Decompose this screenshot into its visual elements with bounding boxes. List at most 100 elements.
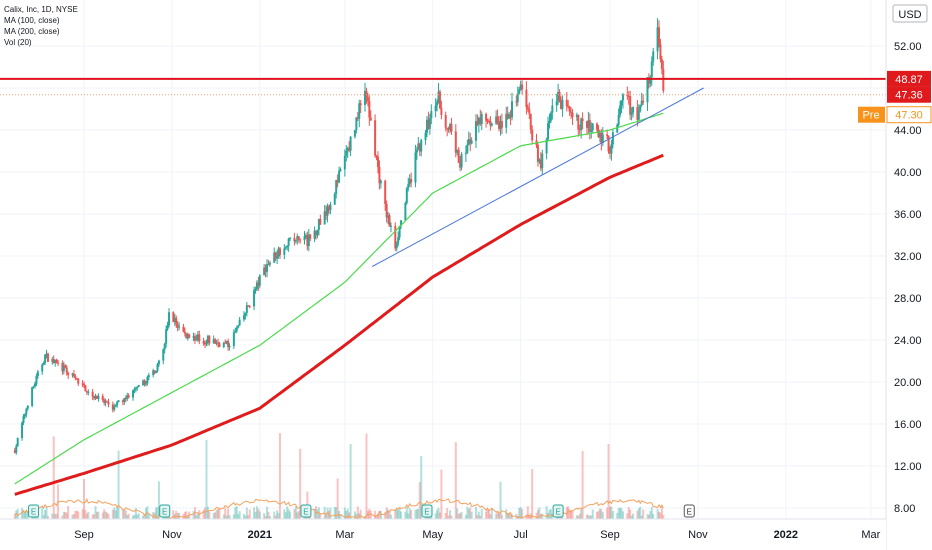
candle-body [329, 204, 332, 210]
candle-body [293, 237, 296, 242]
candle-body [255, 282, 258, 289]
candle-body [404, 202, 407, 221]
volume-bar [521, 508, 524, 519]
volume-bar [359, 509, 362, 519]
volume-bar [470, 511, 473, 519]
ma100-legend[interactable]: MA (100, close) [4, 16, 60, 25]
candle-body [103, 399, 106, 404]
volume-bar [374, 510, 377, 519]
date-tick-label: Mar [861, 529, 880, 541]
symbol-title[interactable]: Calix, Inc, 1D, NYSE [4, 5, 78, 14]
candle-body [297, 236, 300, 240]
candle-body [632, 107, 635, 113]
volume-bar [217, 509, 220, 519]
volume-bar [545, 506, 548, 519]
volume-bar [266, 506, 269, 519]
volume-bar [267, 511, 270, 519]
candle-body [156, 364, 159, 371]
candle-body [196, 334, 199, 340]
volume-bar [204, 507, 207, 519]
volume-bar [660, 506, 663, 519]
candle-body [193, 336, 196, 341]
candle-body [577, 114, 580, 130]
volume-bar [345, 510, 348, 519]
volume-bar [106, 512, 109, 519]
candle-body [486, 120, 489, 122]
volume-bar [570, 510, 573, 519]
candle-body [57, 362, 60, 364]
volume-bar [238, 511, 241, 519]
volume-bar [611, 510, 614, 519]
candle-body [619, 105, 622, 116]
candle-body [454, 131, 457, 153]
candle-body [359, 103, 362, 106]
candle-body [95, 395, 98, 400]
volume-bar [95, 511, 98, 519]
candle-body [46, 353, 49, 362]
candle-body [173, 318, 176, 323]
volume-bar [185, 511, 188, 519]
candle-body [238, 319, 241, 326]
ma200-legend[interactable]: MA (200, close) [4, 27, 60, 36]
candle-body [309, 234, 312, 239]
date-tick-label: Mar [335, 529, 354, 541]
volume-bar [116, 507, 119, 519]
volume-bar [575, 515, 578, 519]
volume-bar [214, 512, 217, 519]
candle-body [345, 151, 348, 156]
candle-body [175, 318, 178, 325]
candle-body [204, 343, 207, 345]
vol-legend[interactable]: Vol (20) [4, 38, 32, 47]
candle-body [16, 438, 19, 446]
volume-bar [414, 510, 417, 519]
volume-bar [131, 515, 134, 519]
candle-body [640, 100, 643, 106]
volume-bar [247, 515, 250, 519]
candle-body [114, 405, 117, 407]
volume-bar [224, 507, 227, 519]
volume-bar [264, 515, 267, 519]
volume-bar [420, 456, 423, 519]
volume-bar [408, 508, 411, 519]
candle-body [198, 334, 201, 342]
candle-body [283, 248, 286, 255]
candle-body [15, 445, 18, 453]
candle-body [387, 215, 390, 218]
candle-body [131, 390, 134, 398]
volume-bar [464, 514, 467, 519]
candle-body [355, 117, 358, 130]
candle-body [217, 342, 220, 344]
candle-body [499, 121, 502, 129]
candle-body [561, 99, 564, 109]
candle-body [85, 391, 88, 393]
volume-bar [202, 509, 205, 519]
volume-bar [114, 510, 117, 519]
volume-bar [477, 511, 480, 519]
volume-bar [278, 433, 281, 519]
volume-bar [387, 509, 390, 519]
candle-body [319, 218, 322, 225]
trendline[interactable] [371, 87, 704, 267]
pre-market-label: Pre [862, 110, 879, 122]
volume-bar [400, 511, 403, 519]
candle-body [529, 113, 532, 130]
volume-bar [636, 510, 639, 519]
candle-body [551, 105, 554, 113]
date-tick-label: Nov [162, 529, 182, 541]
earnings-marker-label: E [303, 508, 308, 517]
volume-bar [55, 513, 58, 519]
time-axis[interactable]: Sep Nov 2021 Mar May Jul Sep Nov 2022 Mar [0, 518, 886, 550]
volume-bar [25, 510, 28, 519]
candle-body [104, 401, 107, 404]
candle-body [516, 93, 519, 103]
candle-body [388, 215, 391, 227]
volume-bar [42, 515, 45, 519]
volume-bar [218, 507, 221, 519]
volume-bar [585, 514, 588, 519]
price-tick-label: 20.00 [894, 377, 922, 389]
candle-body [477, 118, 480, 125]
candle-body [327, 206, 330, 210]
candle-body [323, 211, 326, 225]
